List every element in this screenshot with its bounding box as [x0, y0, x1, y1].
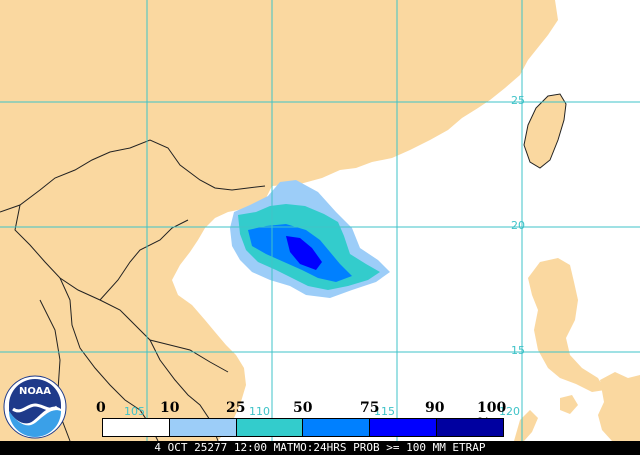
legend-tick-0: 0 [96, 400, 106, 416]
luzon-island [528, 258, 605, 392]
lat-label-20: 20 [511, 219, 525, 232]
mindoro-island [560, 395, 578, 414]
legend-swatch-25-50 [236, 419, 304, 436]
lon-label-115: 115 [374, 405, 395, 418]
legend-tick-10: 10 [160, 400, 180, 416]
lat-lon-grid [0, 0, 640, 441]
mainland-landmass [0, 0, 558, 441]
probability-overlay [230, 180, 390, 298]
lon-label-105: 105 [124, 405, 145, 418]
legend-tick-90: 90 [425, 400, 445, 416]
legend-tick-75: 75 [360, 400, 380, 416]
lat-label-15: 15 [511, 344, 525, 357]
legend-swatch-50-75 [303, 419, 371, 436]
noaa-logo-icon: NOAA [3, 375, 67, 439]
legend-swatch-90-100 [437, 419, 503, 436]
legend-tick-50: 50 [293, 400, 313, 416]
legend-swatch-0-10 [103, 419, 170, 436]
palawan-island [514, 410, 538, 441]
lon-label-120: 120 [499, 405, 520, 418]
taiwan-island [524, 94, 566, 168]
legend-color-bar [102, 418, 504, 437]
probability-legend: 0 10 25 50 75 90 100 % [96, 400, 508, 440]
visayas-islands [598, 372, 640, 441]
legend-swatch-10-25 [169, 419, 237, 436]
prob-75-90-area [286, 236, 322, 270]
legend-swatch-75-90 [370, 419, 438, 436]
legend-tick-25: 25 [226, 400, 246, 416]
product-caption: 4 OCT 25277 12:00 MATMO:24HRS PROB >= 10… [0, 441, 640, 455]
lon-label-110: 110 [249, 405, 270, 418]
noaa-logo-text: NOAA [19, 386, 51, 397]
lat-label-25: 25 [511, 94, 525, 107]
